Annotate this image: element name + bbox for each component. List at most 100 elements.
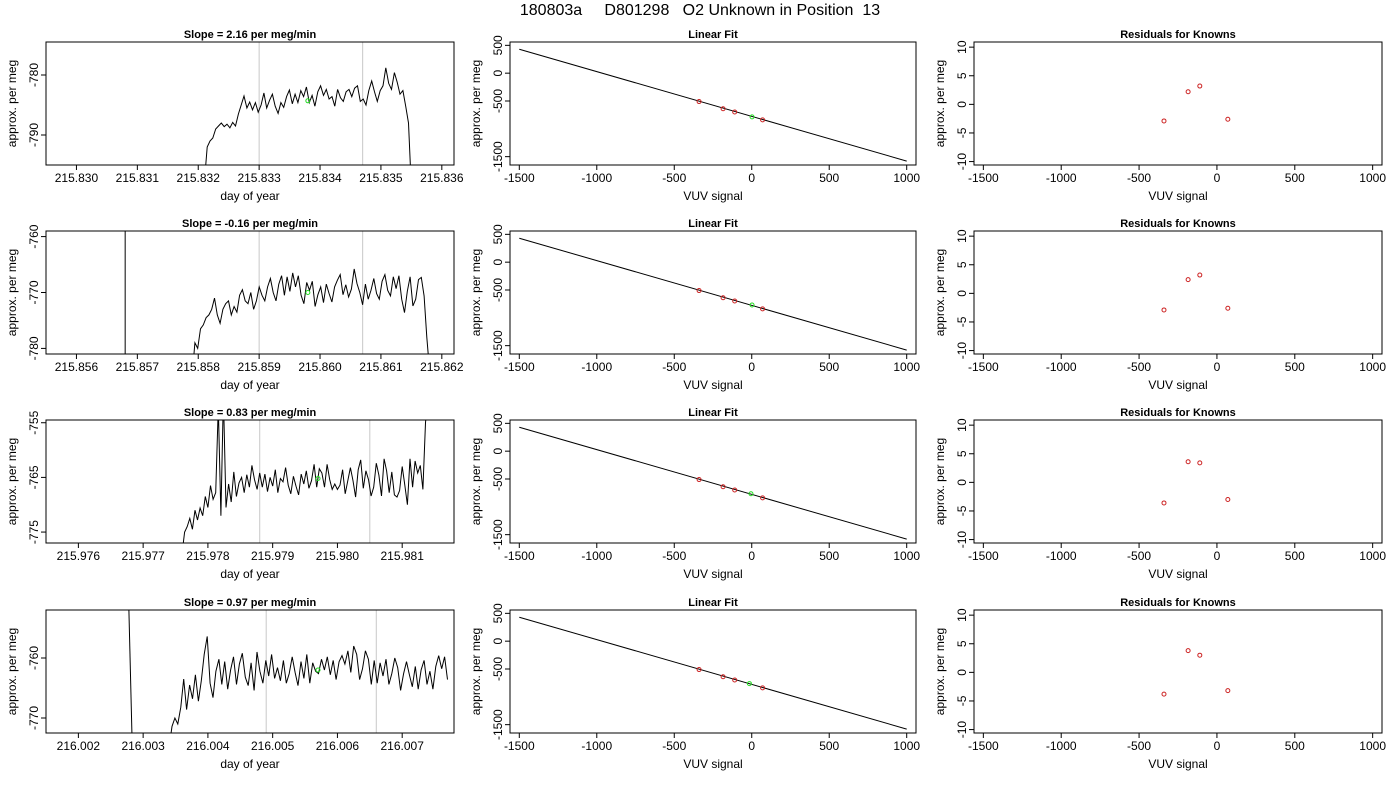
y-tick-label: -780 <box>27 63 41 87</box>
y-tick-label: 5 <box>955 72 969 79</box>
y-tick-label: 0 <box>491 638 505 645</box>
x-tick-label: 215.976 <box>57 549 101 563</box>
unknown-marker <box>746 681 752 687</box>
x-tick-label: 215.860 <box>298 360 342 374</box>
linear-fit-panel-row-2: Linear Fit -1500 -1000 -500 0 500 1000 500 0 -500… <box>469 407 920 581</box>
known-point <box>760 685 766 691</box>
x-tick-label: 0 <box>1214 360 1221 374</box>
panel-title: Linear Fit <box>688 29 738 41</box>
y-tick-label: -5 <box>955 316 969 327</box>
x-tick-label: 215.830 <box>55 171 99 185</box>
x-tick-label: 1000 <box>893 360 920 374</box>
x-tick-label: 215.831 <box>116 171 160 185</box>
x-tick-label: 215.859 <box>237 360 281 374</box>
y-axis-label: approx. per meg <box>5 60 19 147</box>
plot-area <box>519 237 907 351</box>
x-tick-label: 215.833 <box>237 171 281 185</box>
x-axis-label: day of year <box>220 567 279 581</box>
y-tick-label: -500 <box>491 467 505 491</box>
x-tick-label: 1000 <box>893 739 920 753</box>
x-axis-label: day of year <box>220 378 279 392</box>
residuals-panel-row-2: Residuals for Knowns -1500 -1000 -500 0 500 10… <box>933 407 1386 581</box>
x-tick-label: 1000 <box>1359 739 1386 753</box>
known-point <box>1185 459 1191 465</box>
known-point <box>696 99 702 105</box>
x-tick-label: 0 <box>1214 739 1221 753</box>
x-tick-label: 1000 <box>1359 171 1386 185</box>
panel-title: Residuals for Knowns <box>1120 29 1236 41</box>
y-tick-label: -775 <box>27 520 41 544</box>
x-tick-label: -500 <box>1127 739 1151 753</box>
known-point <box>1197 272 1203 278</box>
known-point <box>720 106 726 112</box>
known-point <box>1225 688 1231 694</box>
plot-area <box>1161 83 1231 124</box>
y-tick-label: 0 <box>955 290 969 297</box>
x-tick-label: -1000 <box>581 360 612 374</box>
known-point <box>720 484 726 490</box>
x-tick-label: 215.856 <box>55 360 99 374</box>
x-tick-label: -1500 <box>968 549 999 563</box>
x-axis-label: day of year <box>220 189 279 203</box>
y-tick-label: 10 <box>955 229 969 243</box>
x-tick-label: -500 <box>662 549 686 563</box>
x-tick-label: 215.979 <box>251 549 295 563</box>
y-tick-label: -500 <box>491 89 505 113</box>
time-series-panel-row-0: Slope = 2.16 per meg/min 215.830 215.831 21… <box>5 29 464 203</box>
plot-area <box>519 48 907 162</box>
x-axis-label: day of year <box>220 757 279 771</box>
y-tick-label: -500 <box>491 657 505 681</box>
y-tick-label: -5 <box>955 127 969 138</box>
fit-line <box>519 616 907 730</box>
known-point <box>1161 500 1167 506</box>
y-tick-label: -770 <box>27 706 41 730</box>
y-tick-label: 500 <box>491 413 505 433</box>
known-point <box>1225 497 1231 503</box>
y-axis-label: approx. per meg <box>5 628 19 715</box>
y-tick-label: 5 <box>955 640 969 647</box>
plot-area <box>182 420 427 543</box>
known-point <box>696 477 702 483</box>
known-point <box>1161 118 1167 124</box>
x-tick-label: 215.978 <box>186 549 230 563</box>
y-axis-label: approx. per meg <box>469 60 483 147</box>
time-series-panel-row-1: Slope = -0.16 per meg/min 215.856 215.857 2… <box>5 218 464 392</box>
y-axis-label: approx. per meg <box>933 438 947 525</box>
y-tick-label: -1500 <box>491 519 505 550</box>
x-tick-label: 1000 <box>893 171 920 185</box>
y-tick-label: 10 <box>955 608 969 622</box>
time-series-panel-row-3: Slope = 0.97 per meg/min 216.002 216.003 21… <box>5 597 455 771</box>
y-tick-label: 10 <box>955 40 969 54</box>
y-tick-label: -1500 <box>491 709 505 740</box>
x-tick-label: 215.835 <box>359 171 403 185</box>
x-tick-label: 500 <box>1285 549 1305 563</box>
unknown-marker <box>749 302 755 308</box>
y-axis-label: approx. per meg <box>469 438 483 525</box>
fit-line <box>519 237 907 351</box>
x-tick-label: 215.862 <box>420 360 464 374</box>
known-point <box>1225 116 1231 122</box>
known-point <box>1185 89 1191 95</box>
y-tick-label: 500 <box>491 35 505 55</box>
panel-title: Slope = 0.83 per meg/min <box>184 407 317 419</box>
plot-area <box>1161 648 1231 697</box>
linear-fit-panel-row-3: Linear Fit -1500 -1000 -500 0 500 1000 500 0 -500… <box>469 597 920 771</box>
unknown-marker <box>315 475 321 481</box>
y-axis-label: approx. per meg <box>469 628 483 715</box>
y-tick-label: 0 <box>491 70 505 77</box>
known-point <box>1185 277 1191 283</box>
residuals-panel-row-0: Residuals for Knowns -1500 -1000 -500 0 500 10… <box>933 29 1386 203</box>
known-point <box>1197 460 1203 466</box>
x-tick-label: 216.003 <box>121 739 165 753</box>
plot-frame <box>45 41 455 166</box>
panel-title: Residuals for Knowns <box>1120 597 1236 609</box>
known-point <box>1161 307 1167 313</box>
y-axis-label: approx. per meg <box>933 60 947 147</box>
x-tick-label: -1000 <box>581 739 612 753</box>
plot-frame <box>973 419 1383 544</box>
y-axis-label: approx. per meg <box>933 249 947 336</box>
known-point <box>760 306 766 312</box>
plot-frame <box>973 41 1383 166</box>
y-tick-label: -760 <box>27 646 41 670</box>
